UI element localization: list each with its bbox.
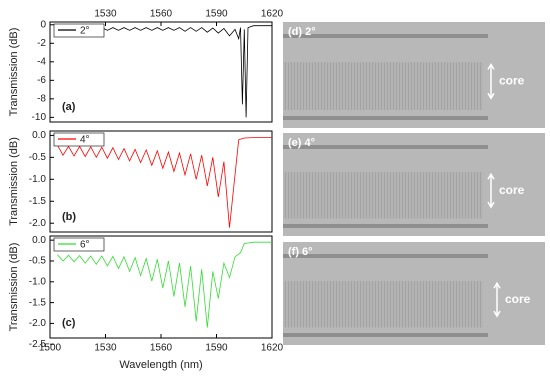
micrograph: (f) 6° core	[283, 242, 545, 345]
y-tick-label: -6	[37, 75, 46, 86]
image-label: (d) 2°	[288, 26, 316, 38]
y-axis-label: Transmission (dB)	[8, 28, 20, 117]
series-line	[57, 137, 272, 228]
image-label: (e) 4°	[288, 137, 315, 149]
y-tick-label: -0.5	[29, 152, 47, 163]
core-label: core	[499, 74, 525, 88]
legend-label: 4°	[80, 135, 90, 146]
panel-label: (a)	[62, 101, 76, 113]
x-tick-label: 1560	[150, 343, 173, 354]
panel-label: (b)	[62, 211, 76, 223]
y-tick-label: -1.5	[29, 297, 47, 308]
legend-box	[53, 132, 105, 147]
legend-label: 6°	[80, 240, 90, 251]
core-label: core	[505, 292, 531, 306]
micrograph: (d) 2° core	[283, 22, 545, 128]
y-tick-label: 0.0	[32, 235, 46, 246]
edge-bottom	[283, 116, 488, 120]
grating-band	[283, 281, 483, 328]
x-axis-label: Wavelength (nm)	[119, 359, 202, 371]
series-line	[57, 241, 272, 328]
core-label: core	[499, 183, 525, 197]
y-tick-label: -2	[37, 38, 46, 49]
y-tick-label: -10	[32, 112, 47, 123]
y-tick-label: 0	[40, 19, 46, 30]
y-tick-label: -2.0	[29, 318, 47, 329]
x-tick-label: 1620	[261, 343, 284, 354]
x-tick-label: 1560	[150, 9, 173, 20]
y-tick-label: -2.0	[29, 218, 47, 229]
plot-frame	[49, 235, 273, 339]
image-label: (f) 6°	[288, 246, 313, 258]
y-tick-label: -1.0	[29, 276, 47, 287]
x-tick-label: 1620	[261, 9, 284, 20]
edge-bottom	[283, 224, 488, 228]
panel-label: (c)	[62, 317, 76, 329]
grating-band	[283, 172, 483, 219]
edge-top	[283, 34, 488, 38]
y-axis-label: Transmission (dB)	[8, 243, 20, 332]
series-line	[57, 25, 272, 118]
arrow-head	[487, 172, 495, 209]
legend-label: 2°	[80, 26, 90, 37]
plot-frame	[49, 130, 273, 233]
arrow-head	[493, 281, 501, 318]
y-tick-label: -8	[37, 93, 46, 104]
x-tick-label: 1530	[94, 9, 117, 20]
y-tick-label: -0.5	[29, 256, 47, 267]
edge-top	[283, 145, 488, 149]
y-tick-label: -4	[37, 56, 46, 67]
y-tick-label: 0.0	[32, 130, 46, 141]
x-tick-label: 1530	[94, 343, 117, 354]
x-tick-label: 1590	[205, 9, 228, 20]
y-tick-label: -1.5	[29, 196, 47, 207]
y-axis-label: Transmission (dB)	[8, 137, 20, 226]
arrow-head	[487, 62, 495, 100]
y-tick-label: -1.0	[29, 174, 47, 185]
y-tick-label: -2.5	[29, 339, 47, 350]
legend-box	[53, 23, 105, 38]
edge-bottom	[283, 333, 488, 337]
edge-top	[283, 254, 488, 258]
micrograph: (e) 4° core	[283, 133, 545, 236]
grating-band	[283, 62, 483, 110]
x-tick-label: 1590	[205, 343, 228, 354]
x-tick-label: 1500	[39, 343, 62, 354]
legend-box	[53, 237, 105, 252]
